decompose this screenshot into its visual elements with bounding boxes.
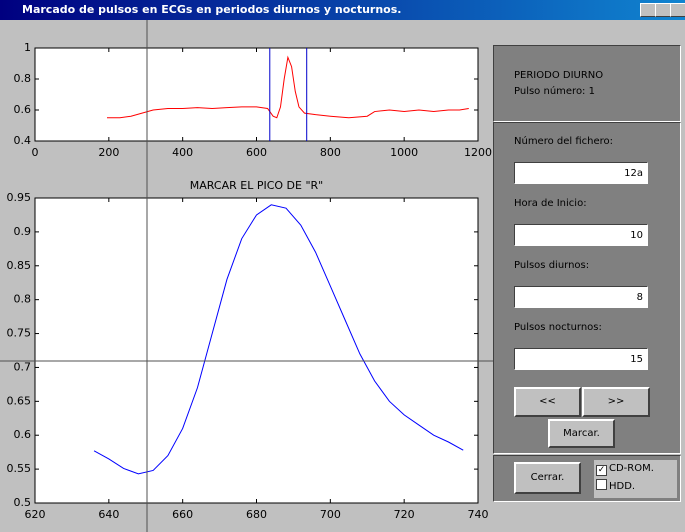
x-tick-label: 800 <box>320 146 341 159</box>
status-panel: PERIODO DIURNO Pulso número: 1 <box>493 45 681 122</box>
minimize-button[interactable] <box>640 3 656 17</box>
checkbox-box[interactable] <box>596 479 607 490</box>
y-tick-label: 0.55 <box>7 462 32 475</box>
pulse-label: Pulso número: 1 <box>514 86 595 97</box>
y-tick-label: 0.75 <box>7 327 32 340</box>
checkbox-label: CD-ROM. <box>609 463 654 474</box>
field-label: Número del fichero: <box>514 136 614 147</box>
field-label: Pulsos diurnos: <box>514 260 590 271</box>
x-tick-label: 700 <box>320 508 341 521</box>
checkbox[interactable]: ✓ CD-ROM. <box>596 461 654 477</box>
field-label: Pulsos nocturnos: <box>514 322 602 333</box>
checkbox-box[interactable]: ✓ <box>596 465 607 476</box>
x-tick-label: 1200 <box>464 146 492 159</box>
mark-button[interactable]: Marcar. <box>548 419 615 448</box>
data-line <box>93 204 464 475</box>
x-tick-label: 200 <box>98 146 119 159</box>
y-tick-label: 0.4 <box>14 134 32 147</box>
checkbox-label: HDD. <box>609 481 636 492</box>
maximize-button[interactable] <box>655 3 671 17</box>
close-window-button[interactable] <box>670 3 685 17</box>
y-tick-label: 0.85 <box>7 259 32 272</box>
checkbox[interactable]: HDD. <box>596 479 635 495</box>
y-tick-label: 1 <box>24 41 31 54</box>
x-tick-label: 1000 <box>390 146 418 159</box>
data-line <box>106 55 469 119</box>
y-tick-label: 0.6 <box>14 428 32 441</box>
x-tick-label: 680 <box>246 508 267 521</box>
period-label: PERIODO DIURNO <box>514 70 604 81</box>
field-label: Hora de Inicio: <box>514 198 587 209</box>
x-tick-label: 400 <box>172 146 193 159</box>
window-title: Marcado de pulsos en ECGs en periodos di… <box>22 3 402 16</box>
x-tick-label: 740 <box>468 508 489 521</box>
x-tick-label: 600 <box>246 146 267 159</box>
title-bar: Marcado de pulsos en ECGs en periodos di… <box>0 0 685 20</box>
x-tick-label: 640 <box>98 508 119 521</box>
close-button[interactable]: Cerrar. <box>514 462 581 494</box>
field-input[interactable]: 8 <box>514 286 648 308</box>
x-tick-label: 0 <box>32 146 39 159</box>
y-tick-label: 0.65 <box>7 394 32 407</box>
y-tick-label: 0.95 <box>7 191 32 204</box>
checkbox-group: ✓ CD-ROM. HDD. <box>594 460 677 498</box>
y-tick-label: 0.8 <box>14 72 32 85</box>
x-tick-label: 660 <box>172 508 193 521</box>
x-tick-label: 620 <box>25 508 46 521</box>
next-button[interactable]: >> <box>582 387 650 417</box>
y-tick-label: 0.6 <box>14 103 32 116</box>
plots: 0.4 0.6 0.8 1 0 200 400 600 800 1000 1200 MARCAR EL… <box>0 20 493 532</box>
y-tick-label: 0.5 <box>14 496 32 509</box>
field-input[interactable]: 12a <box>514 162 648 184</box>
axes-background <box>34 47 479 142</box>
field-input[interactable]: 10 <box>514 224 648 246</box>
y-tick-label: 0.8 <box>14 293 32 306</box>
field-input[interactable]: 15 <box>514 348 648 370</box>
axes-background <box>34 197 479 504</box>
y-tick-label: 0.9 <box>14 225 32 238</box>
prev-button[interactable]: << <box>514 387 581 417</box>
x-tick-label: 720 <box>394 508 415 521</box>
y-tick-label: 0.7 <box>14 360 32 373</box>
chart-title: MARCAR EL PICO DE "R" <box>190 179 323 192</box>
